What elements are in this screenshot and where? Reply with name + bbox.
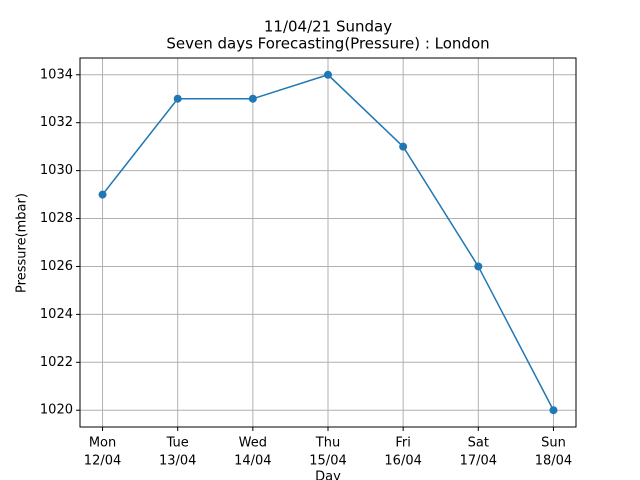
x-tick-date: 13/04 bbox=[159, 454, 196, 469]
x-axis-label: Day bbox=[315, 470, 341, 480]
y-tick-label: 1020 bbox=[40, 403, 73, 418]
y-axis-label: Pressure(mbar) bbox=[15, 193, 30, 293]
x-tick-label: Sun bbox=[541, 436, 566, 451]
data-point bbox=[474, 262, 483, 271]
y-tick-label: 1034 bbox=[40, 67, 73, 82]
plot-frame bbox=[79, 57, 577, 428]
y-tick-label: 1022 bbox=[40, 355, 73, 370]
x-tick-label: Mon bbox=[89, 436, 116, 451]
y-tick-label: 1030 bbox=[40, 163, 73, 178]
x-tick-label: Fri bbox=[395, 436, 411, 451]
data-point bbox=[549, 406, 558, 415]
chart-title: 11/04/21 Sunday bbox=[264, 18, 392, 36]
data-point bbox=[173, 94, 182, 103]
x-tick-label: Tue bbox=[166, 436, 189, 451]
x-tick-label: Wed bbox=[239, 436, 267, 451]
y-tick-label: 1028 bbox=[40, 211, 73, 226]
x-tick-date: 16/04 bbox=[384, 454, 421, 469]
y-tick-label: 1032 bbox=[40, 115, 73, 130]
x-tick-date: 18/04 bbox=[535, 454, 572, 469]
y-tick-label: 1024 bbox=[40, 307, 73, 322]
data-point bbox=[248, 94, 257, 103]
x-tick-date: 14/04 bbox=[234, 454, 271, 469]
data-point bbox=[98, 190, 107, 199]
x-tick-label: Thu bbox=[315, 436, 340, 451]
chart-subtitle: Seven days Forecasting(Pressure) : Londo… bbox=[166, 35, 489, 53]
x-tick-date: 15/04 bbox=[309, 454, 346, 469]
data-point bbox=[399, 142, 408, 151]
x-tick-date: 12/04 bbox=[84, 454, 121, 469]
y-tick-label: 1026 bbox=[40, 259, 73, 274]
x-tick-date: 17/04 bbox=[460, 454, 497, 469]
data-point bbox=[324, 70, 332, 79]
x-tick-label: Sat bbox=[468, 436, 489, 451]
